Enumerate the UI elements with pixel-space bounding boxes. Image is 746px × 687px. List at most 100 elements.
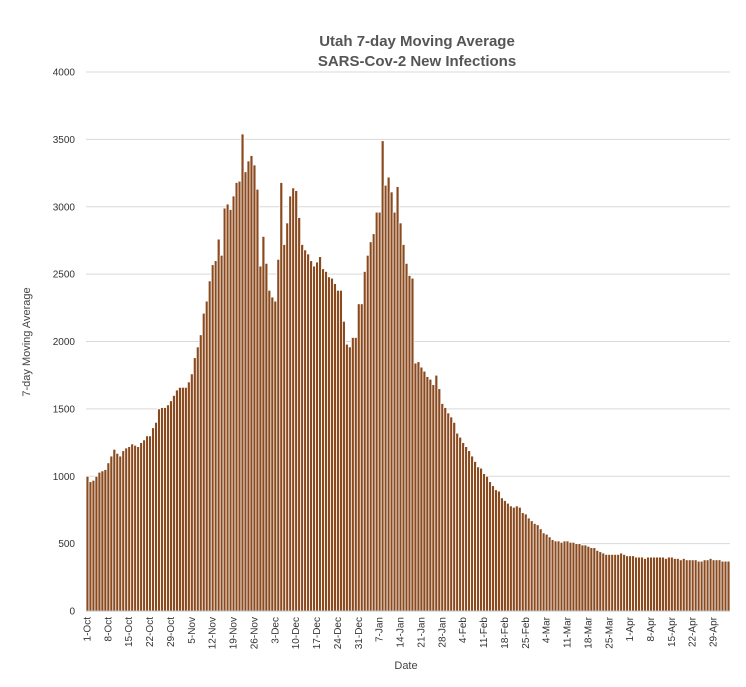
bar bbox=[91, 479, 96, 612]
bar bbox=[613, 554, 618, 612]
bar bbox=[204, 300, 209, 612]
bar bbox=[362, 271, 367, 612]
x-tick-label: 11-Feb bbox=[479, 617, 490, 648]
bar bbox=[368, 241, 373, 612]
bar bbox=[336, 289, 340, 612]
bar bbox=[270, 296, 275, 612]
bar bbox=[699, 560, 704, 612]
x-tick-label: 18-Feb bbox=[500, 617, 511, 649]
bar bbox=[136, 446, 141, 612]
bar bbox=[231, 195, 236, 612]
bar bbox=[523, 513, 528, 612]
bar bbox=[410, 277, 415, 612]
bar bbox=[407, 275, 412, 612]
x-tick-label: 29-Apr bbox=[709, 616, 720, 647]
x-tick-label: 18-Mar bbox=[583, 616, 594, 648]
bar bbox=[559, 541, 564, 612]
bar bbox=[464, 446, 469, 612]
bar bbox=[425, 376, 430, 612]
bar bbox=[327, 276, 331, 612]
bar bbox=[619, 552, 624, 612]
bar bbox=[291, 187, 296, 612]
bar bbox=[353, 337, 358, 612]
chart-title: Utah 7-day Moving Average bbox=[319, 33, 515, 50]
bar bbox=[592, 547, 597, 612]
bar bbox=[106, 462, 111, 612]
bar bbox=[216, 238, 221, 612]
x-tick-label: 15-Oct bbox=[124, 617, 135, 647]
y-tick-label: 4000 bbox=[53, 68, 76, 79]
bar bbox=[172, 394, 176, 612]
bar bbox=[118, 455, 123, 612]
bar bbox=[246, 160, 251, 612]
x-tick-label: 28-Jan bbox=[437, 617, 448, 648]
bar bbox=[547, 536, 552, 612]
bar bbox=[529, 520, 534, 612]
x-tick-label: 22-Oct bbox=[145, 617, 156, 647]
bar bbox=[482, 473, 486, 612]
bar bbox=[503, 500, 507, 612]
bar bbox=[511, 506, 516, 612]
bar bbox=[726, 560, 731, 612]
bar bbox=[446, 412, 451, 612]
bar bbox=[347, 346, 352, 612]
bar bbox=[249, 155, 254, 612]
bar bbox=[103, 469, 108, 612]
bar bbox=[717, 559, 722, 612]
bar bbox=[571, 541, 576, 612]
bar bbox=[661, 556, 665, 612]
bar bbox=[383, 184, 388, 612]
bar bbox=[225, 203, 230, 612]
bar bbox=[604, 554, 609, 612]
bar bbox=[178, 386, 182, 612]
bar bbox=[169, 400, 173, 612]
bar bbox=[285, 222, 290, 612]
bar bbox=[532, 523, 537, 612]
bar bbox=[189, 373, 194, 612]
bar bbox=[664, 558, 668, 612]
bar bbox=[333, 283, 337, 612]
x-tick-label: 1-Apr bbox=[625, 616, 636, 641]
bar bbox=[112, 448, 117, 612]
bar bbox=[428, 378, 433, 612]
bar bbox=[723, 560, 728, 612]
bar bbox=[649, 556, 653, 612]
bar bbox=[88, 481, 93, 612]
bar bbox=[711, 559, 716, 612]
bar bbox=[535, 524, 540, 612]
bar bbox=[124, 447, 129, 612]
bar bbox=[127, 446, 132, 612]
x-tick-label: 11-Mar bbox=[563, 616, 574, 648]
bar bbox=[714, 559, 719, 612]
chart-subtitle: SARS-Cov-2 New Infections bbox=[318, 53, 516, 70]
bar bbox=[672, 558, 677, 612]
bar bbox=[133, 444, 138, 612]
bar bbox=[398, 222, 403, 612]
bars bbox=[85, 133, 731, 612]
bar bbox=[488, 481, 492, 612]
x-tick-label: 1-Oct bbox=[82, 617, 93, 642]
bar bbox=[684, 559, 689, 612]
bar bbox=[541, 532, 546, 612]
bar bbox=[655, 556, 659, 612]
bar bbox=[288, 195, 293, 612]
bar bbox=[422, 370, 427, 612]
bar bbox=[356, 303, 361, 612]
bar bbox=[115, 452, 120, 612]
x-tick-label: 8-Apr bbox=[646, 616, 657, 641]
bar bbox=[640, 556, 644, 612]
bar bbox=[696, 560, 701, 612]
bar bbox=[443, 407, 448, 612]
bar bbox=[222, 207, 227, 612]
bar bbox=[574, 543, 579, 612]
bar bbox=[330, 277, 334, 612]
bar bbox=[154, 421, 158, 612]
bar bbox=[195, 346, 200, 612]
bar bbox=[577, 543, 582, 612]
bar bbox=[491, 485, 495, 612]
bar bbox=[583, 544, 588, 612]
bar bbox=[377, 211, 382, 612]
bar bbox=[589, 547, 594, 612]
bar bbox=[550, 539, 555, 612]
